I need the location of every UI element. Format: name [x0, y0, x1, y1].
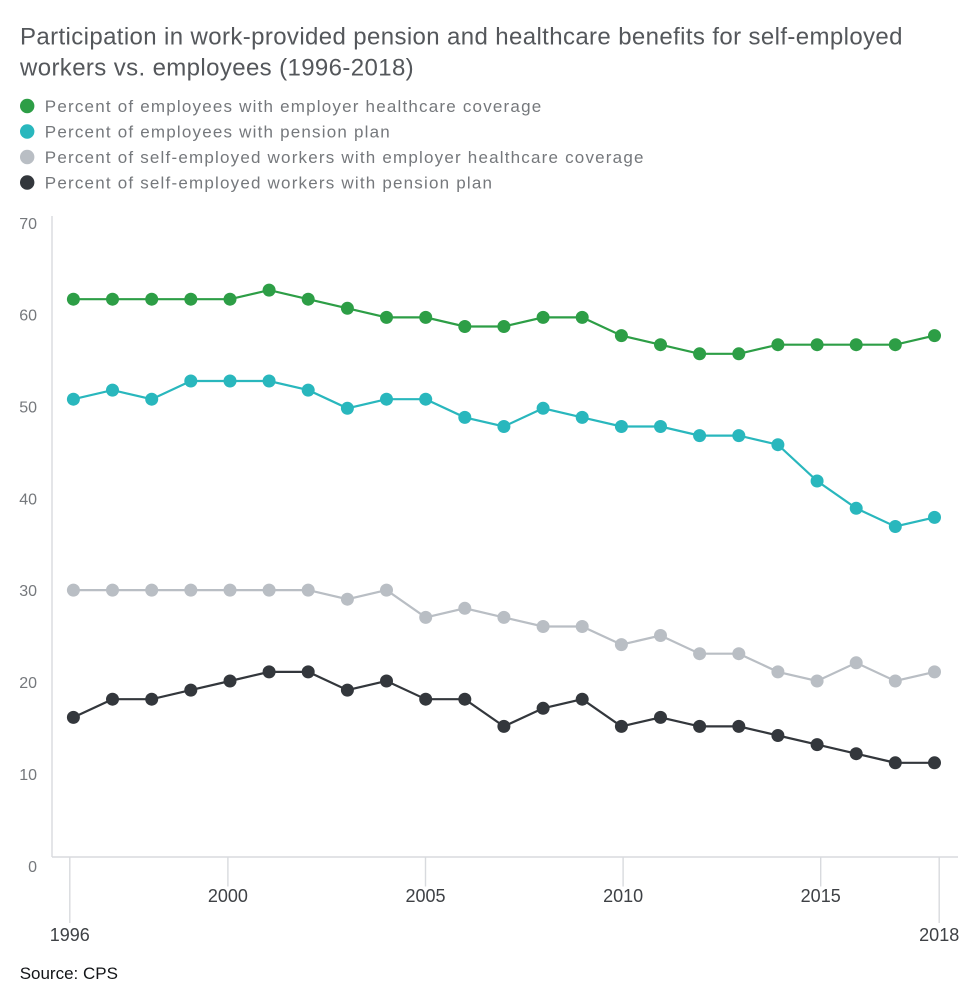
svg-text:workers vs. employees (1996-20: workers vs. employees (1996-2018): [19, 55, 414, 82]
svg-text:40: 40: [19, 491, 37, 508]
svg-text:Percent of employees with empl: Percent of employees with employer healt…: [45, 97, 543, 116]
svg-text:2005: 2005: [405, 886, 445, 906]
svg-text:Percent of self-employed worke: Percent of self-employed workers with pe…: [45, 174, 493, 193]
svg-text:60: 60: [19, 308, 37, 325]
svg-text:2015: 2015: [801, 886, 841, 906]
svg-text:0: 0: [28, 859, 37, 876]
svg-text:Source: CPS: Source: CPS: [20, 964, 118, 983]
svg-text:50: 50: [19, 400, 37, 417]
svg-text:2018: 2018: [919, 925, 959, 945]
svg-text:20: 20: [19, 675, 37, 692]
svg-text:2010: 2010: [603, 886, 643, 906]
svg-text:2000: 2000: [208, 886, 248, 906]
svg-text:30: 30: [19, 583, 37, 600]
svg-text:Percent of employees with pens: Percent of employees with pension plan: [45, 123, 391, 142]
svg-text:10: 10: [19, 767, 37, 784]
svg-text:Participation in work-provided: Participation in work-provided pension a…: [20, 24, 903, 51]
svg-text:70: 70: [19, 216, 37, 233]
svg-text:Percent of self-employed worke: Percent of self-employed workers with em…: [45, 148, 645, 167]
svg-text:1996: 1996: [50, 925, 90, 945]
